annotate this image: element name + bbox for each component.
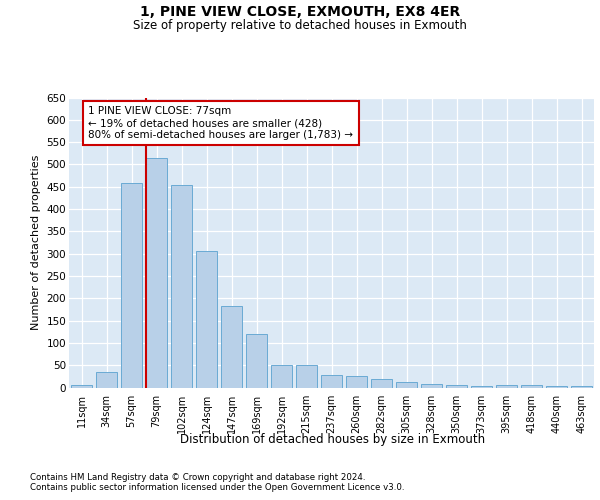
Bar — [496, 386, 517, 388]
Bar — [196, 252, 217, 388]
Bar — [71, 386, 92, 388]
Bar — [421, 384, 442, 388]
Bar — [346, 376, 367, 388]
Text: Size of property relative to detached houses in Exmouth: Size of property relative to detached ho… — [133, 19, 467, 32]
Bar — [146, 158, 167, 388]
Bar — [521, 386, 542, 388]
Bar — [246, 334, 267, 388]
Text: Contains HM Land Registry data © Crown copyright and database right 2024.: Contains HM Land Registry data © Crown c… — [30, 472, 365, 482]
Bar — [96, 372, 117, 388]
Bar — [571, 386, 592, 388]
Bar — [546, 386, 567, 388]
Bar — [171, 184, 192, 388]
Bar — [396, 382, 417, 388]
Text: 1, PINE VIEW CLOSE, EXMOUTH, EX8 4ER: 1, PINE VIEW CLOSE, EXMOUTH, EX8 4ER — [140, 5, 460, 19]
Text: Contains public sector information licensed under the Open Government Licence v3: Contains public sector information licen… — [30, 484, 404, 492]
Text: 1 PINE VIEW CLOSE: 77sqm
← 19% of detached houses are smaller (428)
80% of semi-: 1 PINE VIEW CLOSE: 77sqm ← 19% of detach… — [89, 106, 353, 140]
Bar — [271, 365, 292, 388]
Bar — [471, 386, 492, 388]
Bar — [221, 306, 242, 388]
Text: Distribution of detached houses by size in Exmouth: Distribution of detached houses by size … — [181, 432, 485, 446]
Y-axis label: Number of detached properties: Number of detached properties — [31, 155, 41, 330]
Bar — [121, 183, 142, 388]
Bar — [321, 375, 342, 388]
Bar — [446, 386, 467, 388]
Bar — [371, 380, 392, 388]
Bar — [296, 365, 317, 388]
